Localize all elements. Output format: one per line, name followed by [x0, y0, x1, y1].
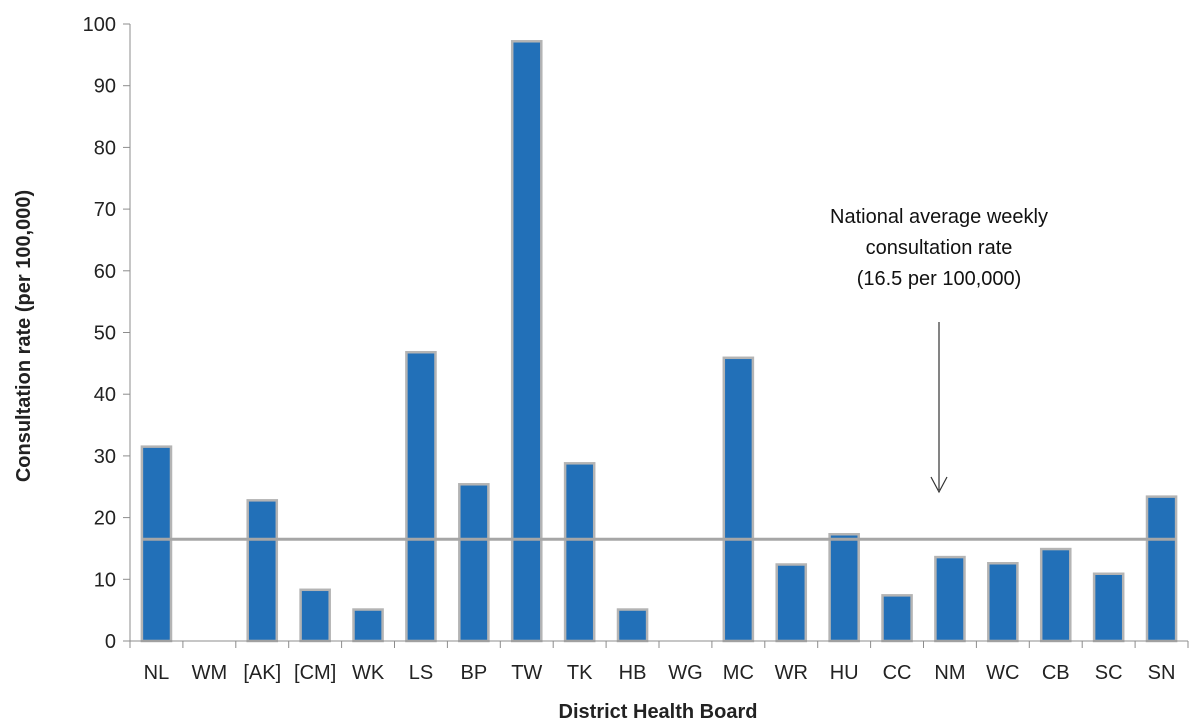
- bar-nl: [140, 445, 173, 643]
- y-axis: 0 10 20 30 40 50 60 70 80 90 100: [83, 14, 131, 653]
- y-tick-label: 40: [94, 384, 116, 406]
- bar-wk: [352, 608, 384, 643]
- x-tick-label: WR: [775, 662, 808, 684]
- bar-tk: [563, 462, 596, 643]
- bar-bp: [458, 483, 490, 643]
- x-tick-label: WM: [192, 662, 228, 684]
- x-tick-label: CC: [883, 662, 912, 684]
- bar-cb: [1039, 547, 1072, 643]
- x-tick-label: SN: [1148, 662, 1176, 684]
- x-tick-label: TW: [511, 662, 542, 684]
- x-tick-label: [CM]: [294, 662, 336, 684]
- y-tick-label: 80: [94, 137, 116, 159]
- annotation-text-line: (16.5 per 100,000): [857, 268, 1022, 290]
- bar-sn: [1145, 495, 1178, 643]
- y-tick-label: 100: [83, 14, 116, 36]
- bars: [140, 40, 1178, 643]
- x-tick-label: BP: [461, 662, 488, 684]
- bar-hb: [616, 608, 649, 643]
- x-tick-label: WC: [986, 662, 1019, 684]
- bar-wc: [987, 562, 1019, 643]
- bar-ak: [246, 499, 279, 643]
- annotation-text-line: National average weekly: [830, 206, 1048, 228]
- x-tick-label: CB: [1042, 662, 1070, 684]
- x-tick-label: LS: [409, 662, 433, 684]
- x-tick-label: NM: [934, 662, 965, 684]
- bar-sc: [1092, 572, 1125, 643]
- y-tick-label: 10: [94, 569, 116, 591]
- y-tick-label: 0: [105, 631, 116, 653]
- x-tick-label: HU: [830, 662, 859, 684]
- bar-cm: [299, 588, 331, 643]
- y-tick-label: 70: [94, 199, 116, 221]
- bar-tw: [510, 40, 543, 643]
- y-axis-title: Consultation rate (per 100,000): [13, 190, 35, 482]
- bar-cc: [881, 594, 913, 643]
- bar-mc: [722, 356, 755, 643]
- bar-hu: [828, 533, 860, 643]
- annotation-arrowhead: [930, 476, 948, 494]
- x-tick-label: WK: [352, 662, 385, 684]
- y-tick-label: 20: [94, 508, 116, 530]
- annotation-text-line: consultation rate: [866, 237, 1013, 259]
- bar-nm: [934, 555, 966, 643]
- y-tick-label: 30: [94, 446, 116, 468]
- x-tick-label: MC: [723, 662, 754, 684]
- x-axis: NL WM [AK] [CM] WK LS BP TW TK HB WG MC WR HU CC NM WC CB…: [129, 640, 1189, 684]
- bar-ls: [405, 350, 437, 643]
- y-tick-label: 90: [94, 76, 116, 98]
- x-tick-label: WG: [668, 662, 702, 684]
- bar-wr: [775, 563, 808, 643]
- y-tick-label: 50: [94, 323, 116, 345]
- x-tick-label: [AK]: [243, 662, 281, 684]
- x-tick-label: HB: [619, 662, 647, 684]
- annotation: National average weekly consultation rate…: [830, 206, 1048, 494]
- x-tick-label: NL: [144, 662, 170, 684]
- x-tick-label: TK: [567, 662, 593, 684]
- x-axis-title: District Health Board: [559, 701, 758, 723]
- x-tick-label: SC: [1095, 662, 1123, 684]
- y-tick-label: 60: [94, 261, 116, 283]
